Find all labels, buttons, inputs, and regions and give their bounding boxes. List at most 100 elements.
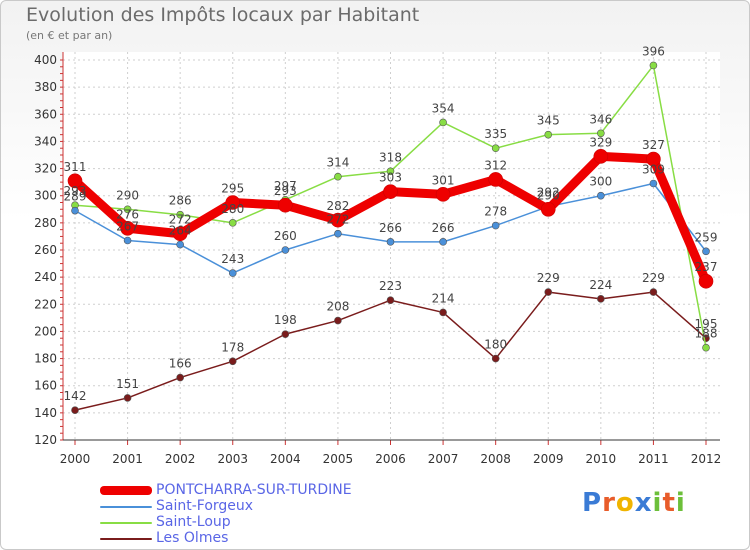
data-label: 293 (64, 184, 87, 198)
data-point (278, 197, 293, 213)
data-point (176, 210, 184, 219)
data-label: 272 (326, 213, 349, 227)
logo-letter: r (602, 488, 616, 518)
data-point (597, 295, 605, 303)
data-point (71, 406, 79, 414)
data-point (228, 219, 237, 227)
data-label: 290 (116, 188, 139, 202)
data-point (435, 187, 451, 202)
data-label: 142 (64, 389, 87, 403)
data-point (281, 330, 290, 338)
x-tick-label: 2010 (586, 452, 617, 466)
data-label: 267 (116, 220, 139, 234)
data-point (488, 172, 503, 187)
legend-label: Saint-Loup (156, 514, 231, 530)
data-label: 264 (169, 224, 192, 238)
data-label: 318 (379, 150, 402, 164)
y-tick-label: 220 (34, 297, 57, 311)
data-label: 278 (484, 205, 507, 219)
data-point (439, 238, 447, 246)
y-tick-label: 200 (34, 324, 57, 338)
data-point (386, 296, 395, 305)
data-point (334, 316, 342, 325)
data-label: 289 (64, 190, 87, 204)
data-point (71, 206, 79, 215)
data-label: 266 (379, 221, 402, 235)
data-point (646, 151, 661, 167)
data-label: 237 (695, 260, 718, 274)
y-tick-label: 320 (34, 162, 57, 176)
data-label: 301 (432, 173, 455, 187)
data-label: 214 (432, 291, 455, 305)
y-tick-label: 380 (34, 80, 57, 94)
data-point (597, 191, 605, 200)
y-tick-label: 300 (34, 189, 57, 203)
data-label: 345 (537, 114, 560, 128)
data-label: 293 (274, 184, 297, 198)
data-point (67, 173, 83, 189)
data-label: 224 (589, 278, 612, 292)
legend-label: Les Olmes (156, 530, 229, 546)
data-label: 314 (326, 156, 349, 170)
data-point (491, 144, 500, 153)
logo-letter: i (675, 488, 686, 518)
chart-title: Evolution des Impôts locaux par Habitant (26, 4, 420, 26)
data-label: 259 (695, 230, 718, 244)
data-label: 178 (221, 340, 244, 354)
y-tick-label: 120 (34, 433, 57, 447)
data-point (593, 149, 609, 164)
data-label: 208 (326, 300, 349, 314)
x-tick-label: 2005 (323, 452, 354, 466)
x-tick-label: 2002 (165, 452, 196, 466)
y-tick-label: 360 (34, 107, 57, 121)
data-point (225, 195, 241, 210)
data-point (120, 220, 135, 236)
data-label: 286 (169, 194, 192, 208)
data-label: 311 (64, 160, 87, 174)
x-tick-label: 2007 (428, 452, 459, 466)
data-point (649, 61, 658, 70)
x-tick-label: 2011 (638, 452, 669, 466)
data-point (491, 354, 500, 363)
data-label: 229 (537, 271, 560, 285)
x-tick-label: 2004 (270, 452, 301, 466)
data-label: 276 (116, 207, 139, 221)
data-label: 180 (484, 338, 507, 352)
legend-swatch (100, 522, 152, 524)
data-label: 329 (589, 135, 612, 149)
data-point (698, 273, 714, 289)
y-tick-label: 240 (34, 270, 57, 284)
data-label: 396 (642, 44, 665, 58)
legend-label: PONTCHARRA-SUR-TURDINE (156, 482, 352, 498)
data-label: 151 (116, 377, 139, 391)
x-tick-label: 2001 (112, 452, 143, 466)
plot-area (63, 52, 720, 440)
data-point (176, 240, 184, 249)
data-point (228, 269, 237, 277)
data-point (172, 226, 188, 242)
data-label: 312 (484, 158, 507, 172)
data-label: 354 (432, 101, 455, 115)
y-tick-label: 400 (34, 53, 57, 67)
logo-letter: x (634, 488, 653, 518)
data-point (281, 246, 290, 254)
data-point (702, 247, 710, 256)
legend-swatch (100, 486, 152, 495)
logo-letter: o (615, 488, 635, 518)
x-tick-label: 2008 (480, 452, 511, 466)
data-label: 282 (326, 199, 349, 213)
data-label: 309 (642, 163, 665, 177)
x-tick-label: 2000 (60, 452, 91, 466)
x-tick-label: 2003 (217, 452, 248, 466)
data-point (702, 343, 710, 352)
data-label: 243 (221, 252, 244, 266)
data-label: 188 (695, 327, 718, 341)
y-tick-label: 280 (34, 216, 57, 230)
data-label: 166 (169, 357, 192, 371)
y-tick-label: 140 (34, 406, 57, 420)
data-label: 266 (432, 221, 455, 235)
data-label: 292 (537, 186, 560, 200)
data-point (176, 373, 184, 382)
data-label: 280 (221, 202, 244, 216)
chart-subtitle: (en € et par an) (26, 29, 113, 42)
